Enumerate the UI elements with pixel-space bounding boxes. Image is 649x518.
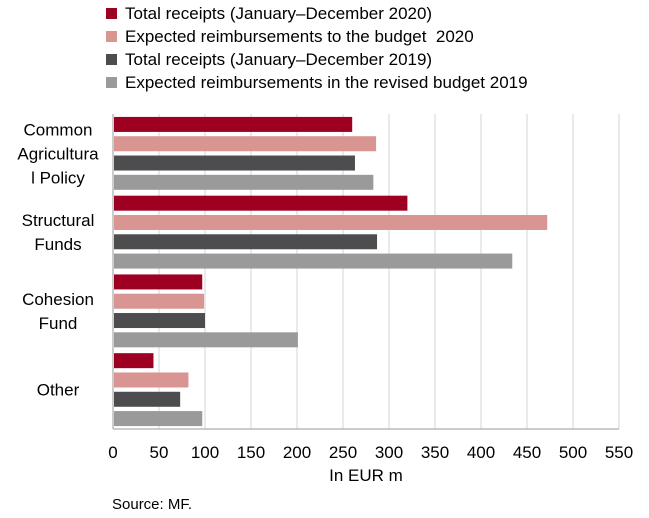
bar xyxy=(114,274,203,290)
category-label: Common Agricultura l Policy xyxy=(17,120,99,187)
x-tick-label: 0 xyxy=(108,443,117,462)
x-tick-label: 100 xyxy=(191,443,219,462)
x-tick-label: 450 xyxy=(513,443,541,462)
source-note: Source: MF. xyxy=(112,496,193,513)
bar xyxy=(114,332,298,348)
legend-label: Expected reimbursements in the revised b… xyxy=(125,72,528,92)
category-label: Cohesion Fund xyxy=(22,290,94,333)
legend-label: Total receipts (January–December 2020) xyxy=(125,3,433,23)
x-tick-label: 350 xyxy=(421,443,449,462)
bar xyxy=(114,313,205,329)
legend-item: Total receipts (January–December 2019) xyxy=(106,48,528,71)
x-axis-title: In EUR m xyxy=(329,466,403,485)
x-tick-label: 300 xyxy=(375,443,403,462)
legend-label: Expected reimbursements to the budget 20… xyxy=(125,26,474,46)
bars xyxy=(114,116,548,427)
x-tick-label: 550 xyxy=(605,443,633,462)
bar xyxy=(114,195,408,211)
x-tick-label: 150 xyxy=(237,443,265,462)
bar xyxy=(114,293,205,309)
category-label: Other xyxy=(37,381,80,400)
legend-swatch xyxy=(106,77,117,88)
x-tick-label: 50 xyxy=(150,443,169,462)
x-tick-labels: 0 50 100 150 200 250 300 350 400 450 500 550 xyxy=(108,443,633,462)
legend-item: Expected reimbursements to the budget 20… xyxy=(106,25,528,48)
x-tick-label: 200 xyxy=(283,443,311,462)
category-label: Structural Funds xyxy=(22,211,95,254)
bar xyxy=(114,391,181,407)
legend: Total receipts (January–December 2020) Ex… xyxy=(106,2,528,94)
legend-swatch xyxy=(106,8,117,19)
bar xyxy=(114,372,189,388)
axis-lines xyxy=(112,114,619,430)
x-tick-label: 400 xyxy=(467,443,495,462)
category-labels: Common Agricultura l Policy Structural Funds… xyxy=(17,120,99,399)
bar xyxy=(114,174,374,190)
bar xyxy=(114,353,154,369)
bar xyxy=(114,214,548,230)
bar xyxy=(114,116,353,132)
legend-swatch xyxy=(106,31,117,42)
bar xyxy=(114,136,377,152)
legend-swatch xyxy=(106,54,117,65)
legend-item: Expected reimbursements in the revised b… xyxy=(106,71,528,94)
bar xyxy=(114,253,513,269)
bar xyxy=(114,155,355,171)
x-tick-label: 500 xyxy=(559,443,587,462)
legend-item: Total receipts (January–December 2020) xyxy=(106,2,528,25)
legend-label: Total receipts (January–December 2019) xyxy=(125,49,433,69)
bar xyxy=(114,234,378,250)
x-tick-label: 250 xyxy=(329,443,357,462)
bar xyxy=(114,411,203,427)
